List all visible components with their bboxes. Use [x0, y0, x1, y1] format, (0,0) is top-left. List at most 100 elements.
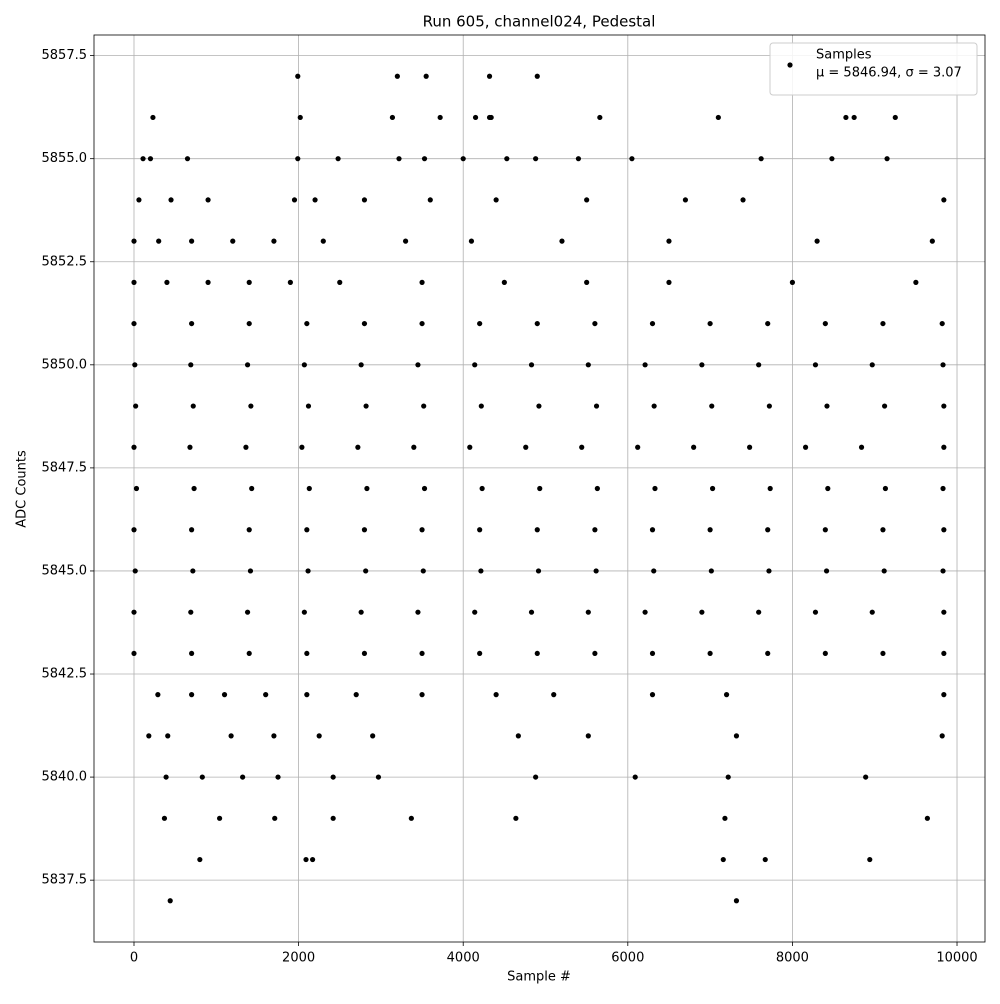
data-point [709, 403, 715, 409]
x-tick-label: 6000 [611, 951, 644, 966]
data-point [709, 485, 716, 492]
data-point [869, 609, 875, 615]
data-point [477, 320, 483, 327]
data-point [594, 485, 600, 492]
data-point [437, 114, 443, 121]
data-point [304, 527, 310, 533]
data-point [361, 197, 368, 203]
data-point [537, 485, 543, 492]
data-point [762, 856, 768, 863]
data-point [133, 485, 140, 492]
data-point [330, 774, 336, 780]
data-point [190, 568, 196, 574]
data-point [666, 238, 672, 244]
data-point [246, 650, 252, 657]
data-point [189, 320, 195, 327]
data-point [133, 403, 139, 409]
data-point [197, 856, 203, 863]
data-point [880, 527, 886, 533]
data-point [246, 527, 252, 533]
data-point [131, 279, 137, 285]
data-point [419, 692, 425, 698]
data-point [146, 733, 152, 739]
data-point [941, 444, 947, 450]
data-point [189, 527, 195, 533]
data-point [584, 279, 590, 285]
data-point [765, 650, 771, 657]
data-point [725, 774, 731, 780]
data-point [363, 403, 369, 409]
data-point [941, 527, 947, 533]
y-tick-label: 5852.5 [42, 254, 88, 269]
data-point [715, 114, 721, 121]
data-point [858, 444, 865, 450]
y-tick-label: 5850.0 [42, 357, 88, 372]
data-point [320, 238, 326, 244]
data-point [353, 692, 359, 698]
data-point [187, 444, 193, 450]
data-point [419, 527, 425, 533]
data-point [370, 733, 376, 739]
data-point [513, 815, 519, 821]
data-point [691, 444, 697, 450]
data-point [408, 815, 414, 821]
data-point [649, 320, 656, 327]
data-point [358, 362, 364, 368]
data-point [228, 733, 234, 739]
x-tick-label: 10000 [936, 951, 977, 966]
data-point [765, 527, 771, 533]
data-point [205, 197, 211, 203]
data-point [156, 238, 162, 244]
data-point [851, 114, 857, 121]
data-point [941, 650, 947, 657]
data-point [402, 238, 409, 244]
data-point [756, 609, 762, 615]
data-point [189, 238, 195, 244]
y-tick-label: 5857.5 [42, 48, 88, 63]
data-point [939, 733, 945, 739]
data-point [488, 114, 494, 121]
data-point [419, 320, 425, 327]
data-point [415, 609, 421, 615]
data-point [592, 650, 598, 657]
data-point [168, 197, 174, 203]
data-point [940, 568, 946, 574]
y-tick-label: 5842.5 [42, 667, 88, 682]
data-point [305, 568, 311, 574]
legend-marker [787, 62, 793, 68]
data-point [766, 568, 772, 574]
data-point [221, 692, 228, 698]
data-point [941, 692, 947, 698]
data-point [486, 73, 493, 79]
data-point [306, 485, 312, 492]
data-point [504, 156, 510, 162]
data-point [309, 856, 316, 863]
data-point [632, 774, 638, 780]
data-point [629, 156, 635, 162]
data-point [533, 774, 539, 780]
data-point [493, 197, 499, 203]
data-point [882, 485, 889, 492]
data-point [765, 320, 771, 327]
data-point [593, 403, 600, 409]
data-point [131, 609, 137, 615]
data-point [335, 156, 341, 162]
data-point [822, 320, 828, 327]
data-point [199, 774, 205, 780]
data-point [766, 403, 772, 409]
data-point [188, 362, 194, 368]
data-point [287, 279, 293, 285]
data-point [364, 485, 370, 492]
data-point [666, 279, 672, 285]
data-point [275, 774, 281, 780]
x-tick-label: 4000 [447, 951, 480, 966]
data-point [361, 650, 368, 657]
data-point [767, 485, 773, 492]
data-point [585, 362, 591, 368]
data-point [132, 362, 138, 368]
data-point [880, 320, 886, 327]
data-point [536, 403, 542, 409]
data-point [863, 774, 869, 780]
data-point [184, 156, 191, 162]
